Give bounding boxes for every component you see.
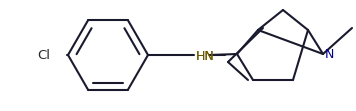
Text: N: N: [325, 48, 334, 60]
Text: HN: HN: [196, 50, 215, 62]
Text: HN: HN: [196, 50, 215, 62]
Text: Cl: Cl: [37, 49, 50, 61]
